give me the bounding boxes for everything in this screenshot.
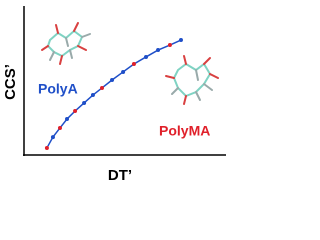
point <box>82 100 87 105</box>
y-axis-label: CCS’ <box>2 64 19 100</box>
point <box>50 135 55 140</box>
annotation: PolyMA <box>159 123 210 139</box>
point <box>156 48 161 53</box>
point <box>167 43 172 48</box>
point <box>178 38 183 43</box>
point <box>65 116 70 121</box>
point <box>57 125 62 130</box>
molecule-a <box>41 22 91 65</box>
point <box>144 54 149 59</box>
point <box>131 62 136 67</box>
molecule-ma <box>165 55 219 105</box>
x-axis-label: DT’ <box>108 167 132 184</box>
point <box>121 69 126 74</box>
point <box>110 78 115 83</box>
point <box>99 85 104 90</box>
point <box>90 93 95 98</box>
chart: CCS’ DT’ PolyA PolyMA <box>2 6 226 184</box>
point <box>44 145 49 150</box>
annotation: PolyA <box>38 81 78 97</box>
point <box>73 109 78 114</box>
